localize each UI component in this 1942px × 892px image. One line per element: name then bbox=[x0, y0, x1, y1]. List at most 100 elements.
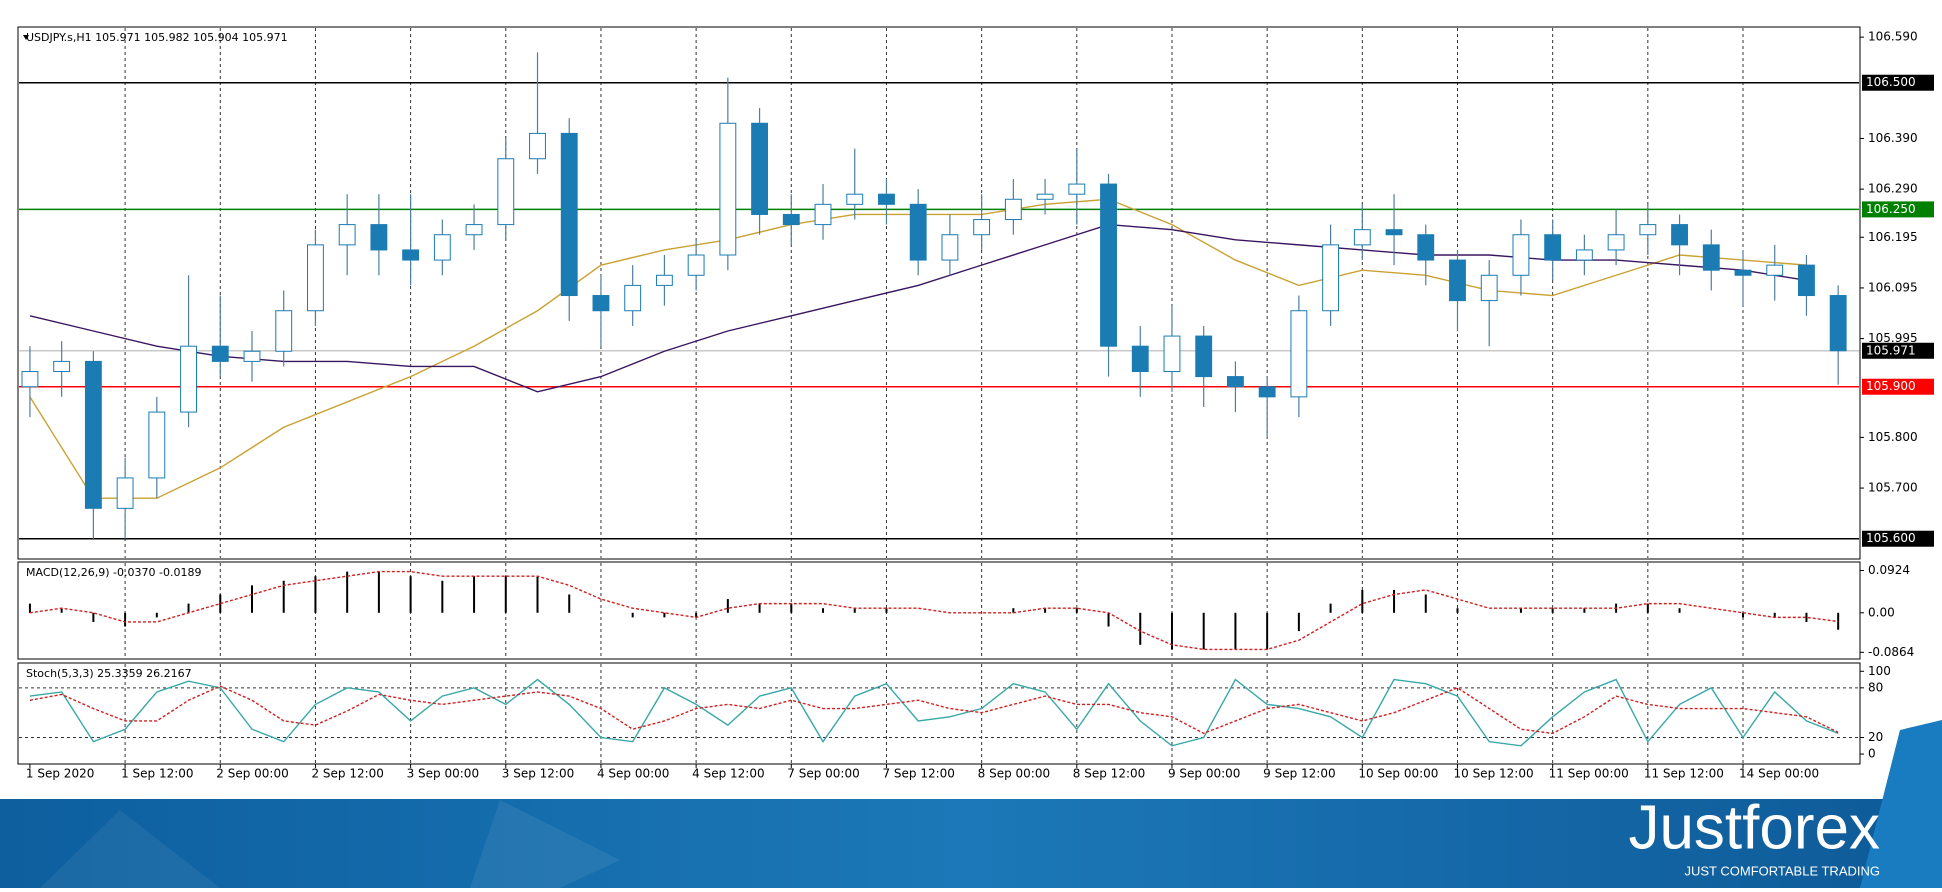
y-tick-label: 106.290 bbox=[1868, 182, 1918, 196]
candle-body bbox=[560, 132, 578, 297]
candle-body bbox=[1322, 244, 1340, 312]
candle-body bbox=[1512, 234, 1530, 276]
candle-body bbox=[687, 254, 705, 276]
x-tick-label: 2 Sep 00:00 bbox=[216, 767, 288, 781]
x-tick-label: 14 Sep 00:00 bbox=[1739, 767, 1819, 781]
candle-body bbox=[1639, 224, 1657, 236]
x-tick-label: 2 Sep 12:00 bbox=[311, 767, 383, 781]
level-label: 105.600 bbox=[1866, 531, 1916, 545]
candle-body bbox=[814, 203, 832, 226]
candle-body bbox=[307, 244, 324, 312]
banner-shape bbox=[1860, 720, 1942, 888]
candle-body bbox=[655, 274, 673, 286]
y-tick-label: 100 bbox=[1868, 664, 1891, 678]
candle-body bbox=[433, 234, 451, 261]
candle-body bbox=[909, 203, 927, 261]
candle-body bbox=[21, 371, 39, 388]
candle-body bbox=[1766, 264, 1784, 276]
level-label: 105.900 bbox=[1866, 379, 1916, 393]
level-label: 105.971 bbox=[1866, 343, 1916, 357]
banner-shape bbox=[40, 810, 220, 888]
level-label: 106.500 bbox=[1866, 75, 1916, 89]
indicator-line bbox=[29, 570, 1839, 651]
panel-title: MACD(12,26,9) -0.0370 -0.0189 bbox=[26, 566, 201, 579]
candle-body bbox=[275, 310, 293, 352]
candle-body bbox=[338, 224, 356, 246]
x-tick-label: 1 Sep 2020 bbox=[26, 767, 94, 781]
level-box bbox=[1862, 201, 1934, 218]
y-tick-label: 80 bbox=[1868, 680, 1883, 694]
candle-body bbox=[465, 224, 483, 236]
x-tick-label: 10 Sep 00:00 bbox=[1358, 767, 1438, 781]
y-tick-label: 105.995 bbox=[1868, 331, 1918, 345]
candle-body bbox=[148, 411, 166, 479]
y-tick-label: 105.700 bbox=[1868, 481, 1918, 495]
candle-body bbox=[592, 295, 610, 312]
candle-body bbox=[1353, 229, 1371, 246]
x-tick-label: 7 Sep 00:00 bbox=[787, 767, 859, 781]
candle-body bbox=[782, 213, 800, 226]
candle-body bbox=[1480, 274, 1498, 302]
candle-body bbox=[84, 360, 102, 509]
panel-frame bbox=[17, 561, 1861, 660]
x-tick-label: 10 Sep 12:00 bbox=[1453, 767, 1533, 781]
y-tick-label: 0 bbox=[1868, 747, 1876, 761]
panel-frame bbox=[17, 26, 1861, 560]
panel-title: Stoch(5,3,3) 25.3359 26.2167 bbox=[26, 667, 192, 680]
x-tick-label: 1 Sep 12:00 bbox=[121, 767, 193, 781]
banner-shape bbox=[470, 800, 620, 888]
x-tick-label: 9 Sep 12:00 bbox=[1263, 767, 1335, 781]
candle-body bbox=[53, 360, 71, 373]
candle-body bbox=[1131, 345, 1149, 373]
candle-body bbox=[1100, 183, 1117, 347]
candle-body bbox=[1417, 234, 1435, 261]
candle-body bbox=[1036, 193, 1054, 200]
candle-body bbox=[1829, 295, 1847, 352]
candle-body bbox=[1734, 269, 1752, 276]
x-tick-label: 4 Sep 00:00 bbox=[597, 767, 669, 781]
candle-body bbox=[846, 193, 864, 205]
indicator-line bbox=[29, 223, 1807, 393]
level-box bbox=[1862, 342, 1934, 359]
candle-body bbox=[1702, 244, 1720, 271]
candle-body bbox=[878, 193, 895, 205]
candle-body bbox=[1449, 259, 1466, 302]
candle-body bbox=[1258, 386, 1276, 398]
y-tick-label: 105.800 bbox=[1868, 430, 1918, 444]
level-box bbox=[1862, 378, 1934, 395]
candle-body bbox=[116, 477, 134, 509]
candle-body bbox=[1544, 234, 1562, 261]
y-tick-label: -0.0864 bbox=[1868, 645, 1914, 659]
candle-body bbox=[529, 132, 546, 160]
x-tick-label: 8 Sep 00:00 bbox=[978, 767, 1050, 781]
level-label: 106.250 bbox=[1866, 202, 1916, 216]
candle-body bbox=[1195, 335, 1213, 378]
banner-bg bbox=[0, 799, 1942, 888]
candle-body bbox=[1290, 310, 1308, 398]
candle-body bbox=[243, 350, 261, 362]
candle-body bbox=[751, 122, 769, 215]
candle-body bbox=[370, 224, 388, 251]
candle-body bbox=[719, 122, 737, 256]
candle-body bbox=[402, 249, 420, 261]
candle-body bbox=[624, 284, 642, 312]
brand-banner: Justforex JUST COMFORTABLE TRADING bbox=[0, 720, 1942, 888]
y-tick-label: 0.0924 bbox=[1868, 563, 1910, 577]
level-box bbox=[1862, 74, 1934, 91]
panel-title: USDJPY.s,H1 105.971 105.982 105.904 105.… bbox=[26, 31, 288, 44]
x-tick-label: 3 Sep 12:00 bbox=[502, 767, 574, 781]
y-tick-label: 20 bbox=[1868, 730, 1883, 744]
x-tick-label: 8 Sep 12:00 bbox=[1073, 767, 1145, 781]
candle-body bbox=[1575, 249, 1593, 261]
y-tick-label: 106.590 bbox=[1868, 30, 1918, 44]
x-tick-label: 7 Sep 12:00 bbox=[882, 767, 954, 781]
x-tick-label: 9 Sep 00:00 bbox=[1168, 767, 1240, 781]
candle-body bbox=[941, 234, 959, 261]
x-tick-label: 11 Sep 00:00 bbox=[1549, 767, 1629, 781]
candle-body bbox=[180, 345, 197, 413]
candle-body bbox=[1607, 234, 1625, 251]
title-marker bbox=[23, 35, 29, 40]
